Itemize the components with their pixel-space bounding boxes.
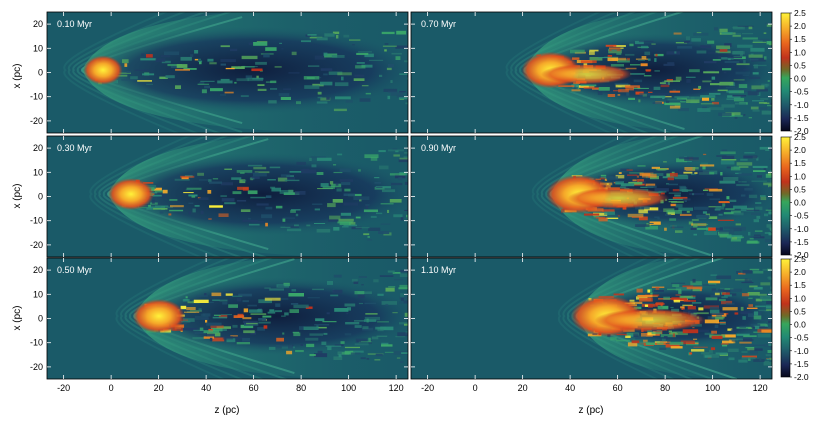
colorbar-tick-label: 1.5: [794, 34, 806, 44]
y-tick-label: -10: [30, 338, 43, 348]
colorbar: 2.5 2.0 1.5 1.0 0.5 0.0 -0.5 -1.0 -1.5 -2.0: [780, 132, 809, 260]
colorbar-tick-label: 2.0: [794, 145, 806, 155]
x-tick-label: 60: [613, 383, 623, 393]
colorbar-tick-label: 1.0: [794, 47, 806, 57]
panel-time-label: 0.70 Myr: [421, 19, 456, 29]
colorbar-tick-label: -2.0: [794, 372, 809, 382]
colorbar-tick-label: 2.0: [794, 21, 806, 31]
colorbar: 2.5 2.0 1.5 1.0 0.5 0.0 -0.5 -1.0 -1.5 -2.0: [780, 254, 809, 382]
y-tick-label: 20: [33, 143, 43, 153]
x-tick-label: 0: [473, 383, 478, 393]
y-tick-label: 10: [33, 43, 43, 53]
x-tick-label: 60: [249, 383, 259, 393]
x-tick-label: 100: [705, 383, 720, 393]
x-tick-label: 20: [518, 383, 528, 393]
colorbar-tick-label: -1.0: [794, 346, 809, 356]
y-tick-label: -20: [30, 240, 43, 250]
colorbar-tick-label: 1.0: [794, 293, 806, 303]
panel-time-label: 0.10 Myr: [57, 19, 92, 29]
y-tick-label: -10: [30, 92, 43, 102]
panel-time-label: 0.50 Myr: [57, 265, 92, 275]
x-axis-label: z (pc): [215, 405, 240, 416]
panel-time-label: 1.10 Myr: [421, 265, 456, 275]
colorbar-tick-label: 2.5: [794, 8, 806, 18]
colorbar-tick-label: 0.0: [794, 320, 806, 330]
x-tick-label: 20: [154, 383, 164, 393]
panel-time-label: 0.30 Myr: [57, 143, 92, 153]
colorbar-tick-label: -0.5: [794, 87, 809, 97]
x-tick-label: -20: [57, 383, 70, 393]
x-tick-label: -20: [421, 383, 434, 393]
colorbar: 2.5 2.0 1.5 1.0 0.5 0.0 -0.5 -1.0 -1.5 -2.0: [780, 8, 809, 136]
colorbar-tick-label: -2.0: [794, 126, 809, 136]
colorbar-tick-label: 1.5: [794, 158, 806, 168]
colorbar-tick-label: -1.0: [794, 224, 809, 234]
y-tick-label: 20: [33, 19, 43, 29]
x-tick-label: 120: [753, 383, 768, 393]
x-tick-label: 0: [109, 383, 114, 393]
colorbar-tick-label: 0.0: [794, 198, 806, 208]
colorbar-tick-label: -0.5: [794, 333, 809, 343]
panel-time-label: 0.90 Myr: [421, 143, 456, 153]
heatmap-panel: 0.10 Myr: [46, 11, 409, 134]
colorbar-tick-label: 0.5: [794, 306, 806, 316]
colorbar-tick-label: 1.5: [794, 280, 806, 290]
colorbar-tick-label: 1.0: [794, 171, 806, 181]
colorbar-tick-label: 2.5: [794, 132, 806, 142]
colorbar-tick-label: -1.5: [794, 237, 809, 247]
colorbar-tick-label: 0.5: [794, 184, 806, 194]
y-tick-label: -20: [30, 362, 43, 372]
x-tick-label: 80: [660, 383, 670, 393]
x-tick-label: 100: [341, 383, 356, 393]
x-tick-label: 120: [389, 383, 404, 393]
colorbar-tick-label: -0.5: [794, 211, 809, 221]
y-axis-label: x (pc): [12, 306, 23, 331]
colorbar-tick-label: 0.5: [794, 60, 806, 70]
x-axis-label: z (pc): [579, 405, 604, 416]
x-tick-label: 40: [565, 383, 575, 393]
heatmap-panel: 0.50 Myr: [46, 257, 409, 380]
y-tick-label: 0: [38, 192, 43, 202]
colorbar-tick-label: 2.5: [794, 254, 806, 264]
heatmap-panel: 1.10 Myr: [410, 257, 773, 380]
x-tick-label: 40: [201, 383, 211, 393]
y-tick-label: 20: [33, 265, 43, 275]
x-tick-label: 80: [296, 383, 306, 393]
heatmap-panel: 0.90 Myr: [410, 135, 773, 258]
colorbar-tick-label: -1.5: [794, 359, 809, 369]
heatmap-panel: 0.30 Myr: [46, 135, 409, 258]
colorbar-tick-label: -1.5: [794, 113, 809, 123]
colorbar-tick-label: -2.0: [794, 250, 809, 260]
y-tick-label: -20: [30, 116, 43, 126]
colorbar-tick-label: 2.0: [794, 267, 806, 277]
y-tick-label: 0: [38, 314, 43, 324]
y-tick-label: 0: [38, 68, 43, 78]
y-axis-label: x (pc): [12, 64, 23, 89]
y-tick-label: 10: [33, 167, 43, 177]
y-tick-label: -10: [30, 216, 43, 226]
y-axis-label: x (pc): [12, 184, 23, 209]
y-tick-label: 10: [33, 289, 43, 299]
colorbar-tick-label: -1.0: [794, 100, 809, 110]
colorbar-tick-label: 0.0: [794, 74, 806, 84]
heatmap-panel: 0.70 Myr: [410, 11, 773, 134]
